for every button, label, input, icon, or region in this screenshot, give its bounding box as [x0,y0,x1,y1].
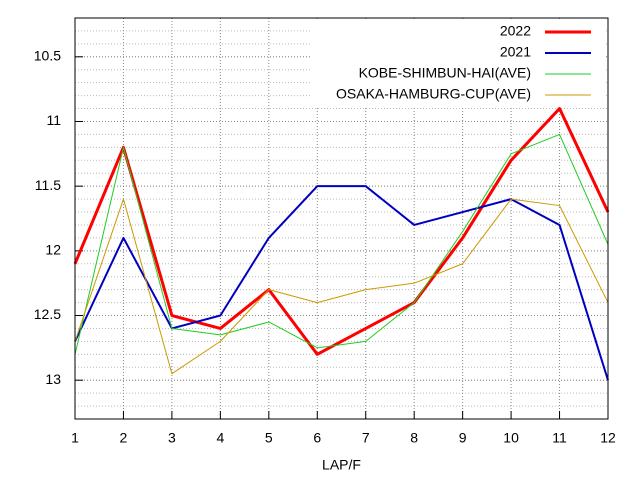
legend-background [312,20,606,106]
y-tick-label: 13 [45,371,61,387]
x-tick-label: 1 [71,430,79,446]
x-tick-label: 11 [552,430,567,446]
x-tick-label: 3 [168,430,176,446]
x-tick-label: 8 [410,430,418,446]
x-tick-label: 7 [362,430,370,446]
x-tick-label: 2 [120,430,128,446]
legend-label: KOBE-SHIMBUN-HAI(AVE) [359,65,531,81]
legend-label: 2021 [500,44,531,60]
series-line [74,198,609,375]
plot-border [74,17,609,420]
legend-label: 2022 [500,23,531,39]
y-tick-label: 12.5 [34,306,61,322]
x-tick-label: 10 [503,430,519,446]
y-tick-label: 10.5 [34,48,61,64]
series-line [74,133,609,355]
y-tick-label: 11 [46,112,61,128]
x-tick-label: 9 [459,430,467,446]
x-tick-label: 5 [265,430,273,446]
x-tick-label: 6 [313,430,321,446]
x-axis-label: LAP/F [322,457,361,473]
x-tick-label: 4 [216,430,224,446]
x-tick-label: 12 [600,430,616,446]
series-line [74,185,609,381]
y-tick-label: 12 [45,242,61,258]
legend-label: OSAKA-HAMBURG-CUP(AVE) [336,86,531,102]
y-tick-label: 11.5 [35,177,61,193]
series-line [73,107,610,356]
